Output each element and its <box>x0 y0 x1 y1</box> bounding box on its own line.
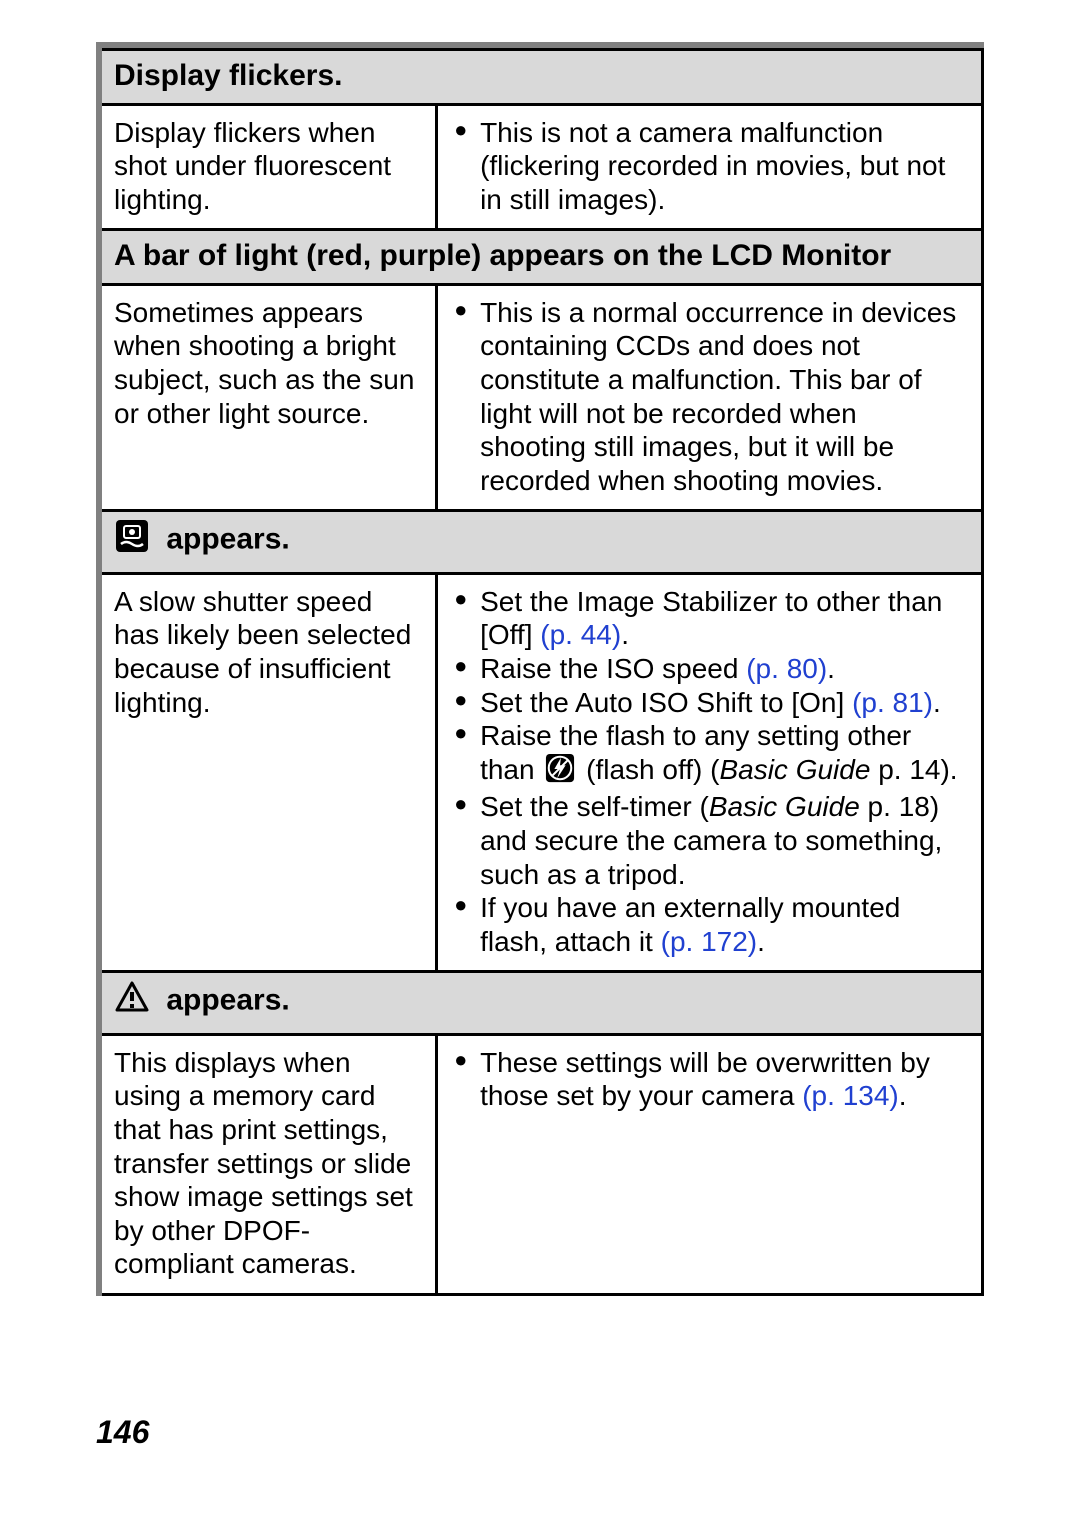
section-title: appears. <box>158 523 290 556</box>
page-number: 146 <box>96 1414 149 1451</box>
remedy-cell: This is a normal occurrence in devices c… <box>437 284 983 511</box>
remedy-item: Set the Auto ISO Shift to [On] (p. 81). <box>454 686 963 720</box>
page-ref[interactable]: (p. 80) <box>746 653 827 684</box>
section-header-shake: appears. <box>102 511 983 574</box>
remedy-cell: This is not a camera malfunction (flicke… <box>437 104 983 230</box>
section-title: A bar of light (red, purple) appears on … <box>114 239 891 272</box>
section-header-flicker: Display flickers. <box>102 50 983 105</box>
page-ref[interactable]: (p. 172) <box>661 926 758 957</box>
table-frame: Display flickers. Display flickers when s… <box>96 42 984 1296</box>
remedy-item: If you have an externally mounted flash,… <box>454 891 963 958</box>
flash-off-icon <box>545 753 575 791</box>
guide-ref: Basic Guide <box>719 754 870 785</box>
remedy-item: Set the self-timer (Basic Guide p. 18) a… <box>454 790 963 891</box>
remedy-item: Raise the ISO speed (p. 80). <box>454 652 963 686</box>
cause-cell: This displays when using a memory card t… <box>102 1034 437 1294</box>
camera-shake-icon <box>114 518 150 564</box>
remedy-item: This is a normal occurrence in devices c… <box>454 296 963 498</box>
section-title: appears. <box>158 984 290 1017</box>
section-header-lightbar: A bar of light (red, purple) appears on … <box>102 230 983 285</box>
cause-cell: Sometimes appears when shooting a bright… <box>102 284 437 511</box>
warning-icon <box>114 979 150 1025</box>
troubleshoot-table: Display flickers. Display flickers when s… <box>102 48 984 1296</box>
page-ref[interactable]: (p. 44) <box>540 619 621 650</box>
guide-ref: Basic Guide <box>709 791 860 822</box>
remedy-item: Set the Image Stabilizer to other than [… <box>454 585 963 652</box>
remedy-cell: Set the Image Stabilizer to other than [… <box>437 573 983 972</box>
section-title: Display flickers. <box>114 59 342 92</box>
manual-page: Display flickers. Display flickers when s… <box>0 0 1080 1521</box>
page-ref[interactable]: (p. 134) <box>802 1080 899 1111</box>
cause-cell: A slow shutter speed has likely been sel… <box>102 573 437 972</box>
remedy-item: This is not a camera malfunction (flicke… <box>454 116 963 217</box>
cause-cell: Display flickers when shot under fluores… <box>102 104 437 230</box>
remedy-item: Raise the flash to any setting other tha… <box>454 719 963 790</box>
remedy-item: These settings will be overwritten by th… <box>454 1046 963 1113</box>
section-header-dpof: appears. <box>102 972 983 1035</box>
remedy-cell: These settings will be overwritten by th… <box>437 1034 983 1294</box>
page-ref[interactable]: (p. 81) <box>852 687 933 718</box>
